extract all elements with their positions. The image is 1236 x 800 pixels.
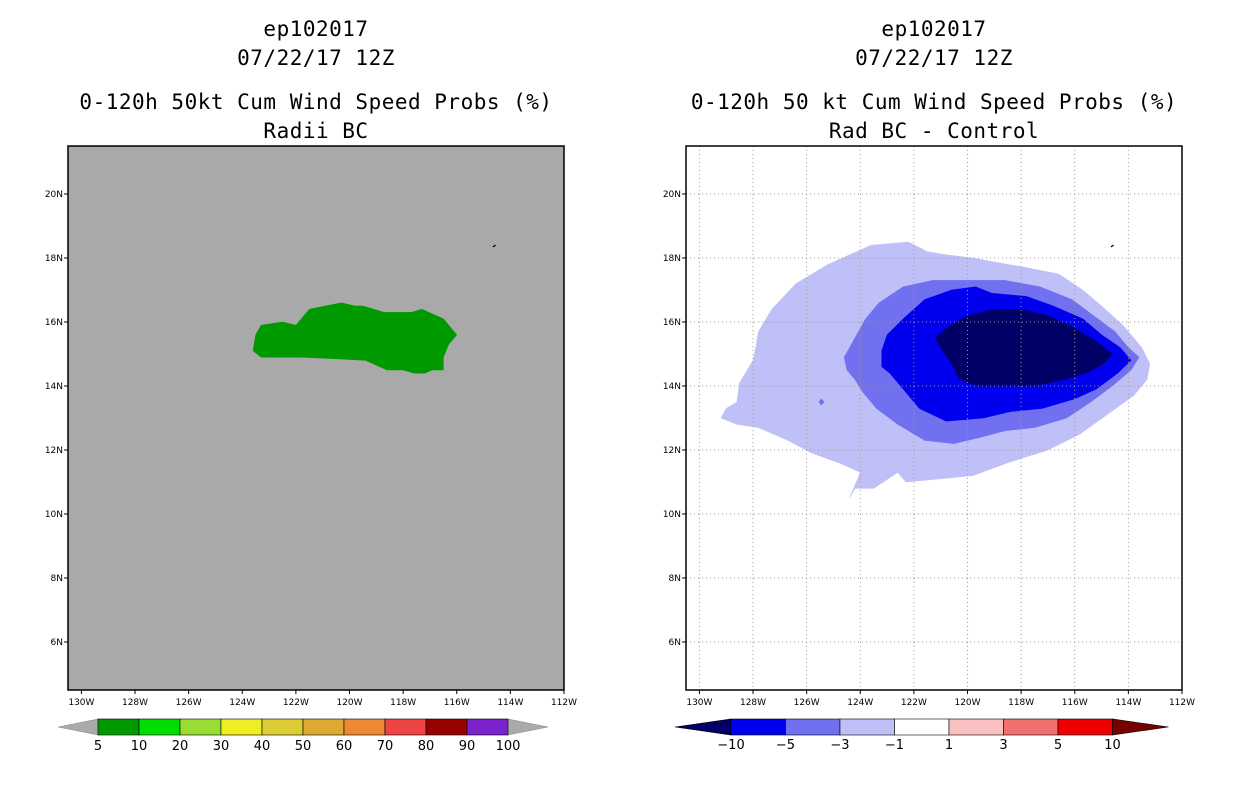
right-colorbar-swatch-5	[1003, 718, 1059, 736]
left-xtick-label-6: 118W	[390, 698, 416, 708]
left-xtick-label-7: 116W	[444, 698, 470, 708]
left-colorbar-label-9: 90	[459, 739, 476, 754]
right-colorbar-swatch-6	[1057, 718, 1113, 736]
left-colorbar-swatch-1	[138, 718, 181, 736]
right-xtick-label-9: 112W	[1169, 698, 1195, 708]
left-colorbar-label-1: 10	[131, 739, 148, 754]
left-colorbar-low-arrow	[57, 718, 99, 736]
left-ytick-label-6: 8N	[51, 574, 63, 584]
left-colorbar-label-4: 40	[254, 739, 271, 754]
right-title-block: ep102017 07/22/17 12Z	[686, 15, 1182, 73]
right-xtick-label-0: 130W	[686, 698, 712, 708]
left-ytick-label-3: 14N	[45, 382, 63, 392]
left-xtick-label-5: 120W	[336, 698, 362, 708]
right-colorbar-label-4: 1	[945, 738, 953, 753]
right-xtick-label-6: 118W	[1008, 698, 1034, 708]
right-xtick-label-5: 120W	[954, 698, 980, 708]
left-xtick-label-3: 124W	[229, 698, 255, 708]
right-colorbar-label-0: −10	[717, 738, 744, 753]
left-colorbar-label-3: 30	[213, 739, 230, 754]
left-plot-area	[68, 146, 564, 690]
right-colorbar-label-3: −1	[885, 738, 904, 753]
right-colorbar-swatch-1	[785, 718, 841, 736]
left-xtick-label-9: 112W	[551, 698, 577, 708]
right-colorbar-high-arrow	[1112, 718, 1169, 736]
right-island-marker	[1110, 244, 1114, 248]
right-chart-title: 0-120h 50 kt Cum Wind Speed Probs (%)	[690, 90, 1178, 114]
right-colorbar-swatch-0	[730, 718, 786, 736]
left-chart-title: 0-120h 50kt Cum Wind Speed Probs (%)	[79, 90, 553, 114]
right-chart-subtitle: Rad BC - Control	[828, 119, 1040, 143]
right-colorbar-low-arrow	[674, 718, 732, 736]
left-ytick-label-1: 18N	[45, 254, 63, 264]
left-colorbar-label-0: 5	[94, 739, 102, 754]
left-chart-subtitle: Radii BC	[263, 119, 369, 143]
right-plot-frame	[685, 145, 1183, 691]
right-region-3	[934, 308, 1113, 387]
left-colorbar-swatch-0	[97, 718, 140, 736]
right-storm-id: ep102017	[881, 17, 987, 41]
right-region-4	[818, 398, 825, 406]
right-xtick-label-1: 128W	[740, 698, 766, 708]
left-subtitle-block: 0-120h 50kt Cum Wind Speed Probs (%) Rad…	[68, 88, 564, 146]
right-colorbar-label-2: −3	[830, 738, 849, 753]
right-xtick-label-2: 126W	[794, 698, 820, 708]
right-xtick-label-4: 122W	[901, 698, 927, 708]
left-colorbar-label-6: 60	[336, 739, 353, 754]
right-colorbar-swatch-3	[894, 718, 950, 736]
right-colorbar-label-7: 10	[1104, 738, 1121, 753]
right-ytick-label-7: 6N	[669, 638, 681, 648]
left-xtick-label-2: 126W	[176, 698, 202, 708]
left-xtick-label-4: 122W	[283, 698, 309, 708]
left-ytick-label-0: 20N	[45, 190, 63, 200]
left-xtick-label-8: 114W	[497, 698, 523, 708]
left-colorbar-label-7: 70	[377, 739, 394, 754]
left-colorbar-swatch-8	[425, 718, 468, 736]
right-colorbar-swatch-2	[839, 718, 895, 736]
left-ytick-label-4: 12N	[45, 446, 63, 456]
right-xtick-label-8: 114W	[1115, 698, 1141, 708]
left-colorbar-swatch-9	[466, 718, 509, 736]
right-ytick-label-1: 18N	[663, 254, 681, 264]
left-colorbar-swatch-5	[302, 718, 345, 736]
right-xtick-label-3: 124W	[847, 698, 873, 708]
left-colorbar-label-5: 50	[295, 739, 312, 754]
left-plot-frame	[67, 145, 565, 691]
left-region-0	[252, 302, 458, 374]
left-colorbar-high-arrow	[507, 718, 549, 736]
left-colorbar-swatch-3	[220, 718, 263, 736]
right-ytick-label-5: 10N	[663, 510, 681, 520]
left-ytick-label-5: 10N	[45, 510, 63, 520]
right-colorbar-label-5: 3	[999, 738, 1007, 753]
right-ytick-label-2: 16N	[663, 318, 681, 328]
left-island-marker	[492, 244, 496, 248]
right-ytick-label-0: 20N	[663, 190, 681, 200]
left-xtick-label-0: 130W	[68, 698, 94, 708]
left-ytick-label-7: 6N	[51, 638, 63, 648]
left-colorbar-swatch-4	[261, 718, 304, 736]
right-colorbar-swatch-4	[948, 718, 1004, 736]
right-colorbar-label-1: −5	[776, 738, 795, 753]
left-storm-id: ep102017	[263, 17, 369, 41]
right-datetime: 07/22/17 12Z	[855, 46, 1013, 70]
left-colorbar-swatch-7	[384, 718, 427, 736]
left-colorbar-swatch-2	[179, 718, 222, 736]
right-xtick-label-7: 116W	[1062, 698, 1088, 708]
right-ytick-label-4: 12N	[663, 446, 681, 456]
left-xtick-label-1: 128W	[122, 698, 148, 708]
right-ytick-label-3: 14N	[663, 382, 681, 392]
left-colorbar-swatch-6	[343, 718, 386, 736]
left-datetime: 07/22/17 12Z	[237, 46, 395, 70]
left-colorbar-label-8: 80	[418, 739, 435, 754]
right-colorbar-label-6: 5	[1054, 738, 1062, 753]
left-title-block: ep102017 07/22/17 12Z	[68, 15, 564, 73]
left-ytick-label-2: 16N	[45, 318, 63, 328]
left-colorbar-label-10: 100	[496, 739, 521, 754]
left-colorbar-label-2: 20	[172, 739, 189, 754]
right-subtitle-block: 0-120h 50 kt Cum Wind Speed Probs (%) Ra…	[686, 88, 1182, 146]
right-ytick-label-6: 8N	[669, 574, 681, 584]
